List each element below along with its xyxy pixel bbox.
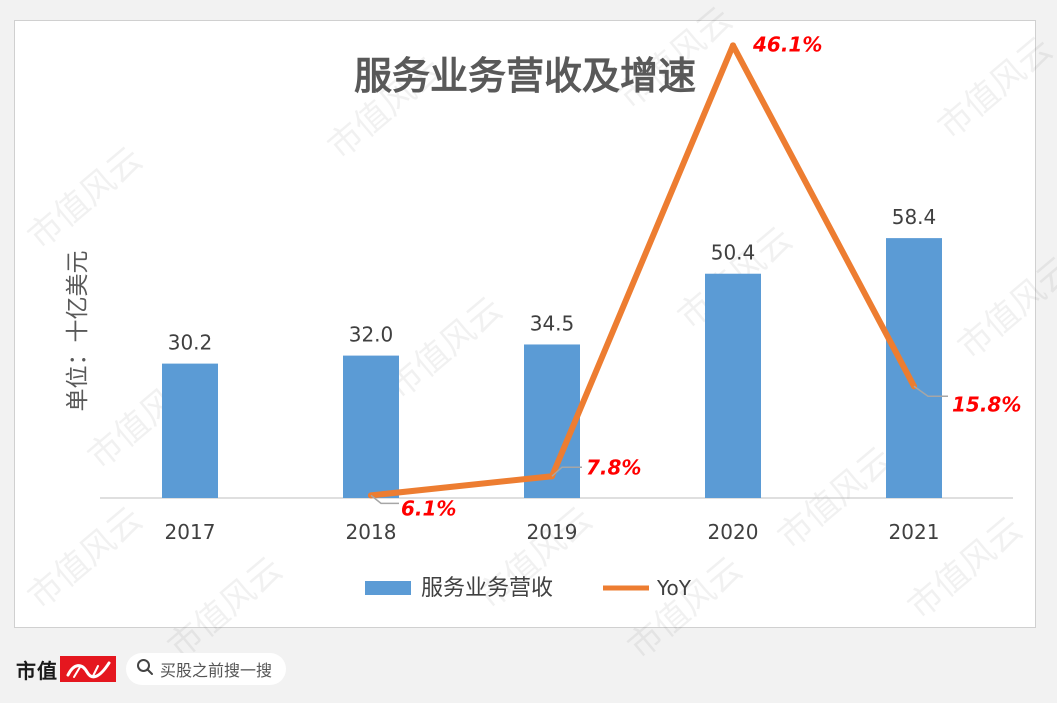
yoy-point-2020	[730, 42, 736, 49]
bar-2020	[705, 273, 761, 498]
x-tick-label-2019: 2019	[527, 520, 578, 544]
bar-2018	[343, 355, 399, 498]
yoy-value-label-2018: 6.1%	[401, 496, 456, 520]
legend-swatch-revenue	[365, 581, 411, 595]
bar-value-label-2019: 34.5	[530, 311, 575, 335]
yoy-value-label-2020: 46.1%	[752, 32, 822, 56]
x-tick-label-2018: 2018	[346, 520, 397, 544]
brand-logo-icon	[60, 656, 116, 682]
search-icon	[136, 658, 154, 680]
y-axis-label: 单位：十亿美元	[65, 251, 91, 412]
x-tick-label-2021: 2021	[889, 520, 940, 544]
bar-value-label-2021: 58.4	[892, 205, 937, 229]
bar-value-label-2017: 30.2	[168, 331, 213, 355]
search-box[interactable]: 买股之前搜一搜	[126, 653, 287, 685]
yoy-value-label-2019: 7.8%	[586, 455, 641, 479]
yoy-value-label-2021: 15.8%	[952, 392, 1021, 416]
yoy-leader-line-2021	[913, 385, 948, 397]
bar-2017	[162, 363, 218, 498]
legend-label-revenue: 服务业务营收	[421, 576, 553, 601]
yoy-leader-line-2019	[551, 466, 582, 477]
chart-title: 服务业务营收及增速	[354, 54, 696, 98]
yoy-leader-line-2018	[370, 494, 399, 505]
bar-2021	[886, 238, 942, 498]
legend-label-yoy: YoY	[656, 576, 692, 600]
brand-name: 市值	[16, 658, 58, 683]
x-tick-label-2017: 2017	[165, 520, 216, 544]
x-tick-label-2020: 2020	[708, 520, 759, 544]
chart-card: 市值风云 市值风云 市值风云 市值风云 市值风云 市值风云 市值风云 市值风云 市值风云 市值风云…	[14, 0, 1057, 667]
yoy-line	[368, 42, 917, 499]
bar-value-label-2018: 32.0	[349, 323, 394, 347]
search-placeholder: 买股之前搜一搜	[160, 661, 273, 680]
footer-bar: 市值 买股之前搜一搜	[16, 650, 287, 688]
bar-value-label-2020: 50.4	[711, 241, 756, 265]
